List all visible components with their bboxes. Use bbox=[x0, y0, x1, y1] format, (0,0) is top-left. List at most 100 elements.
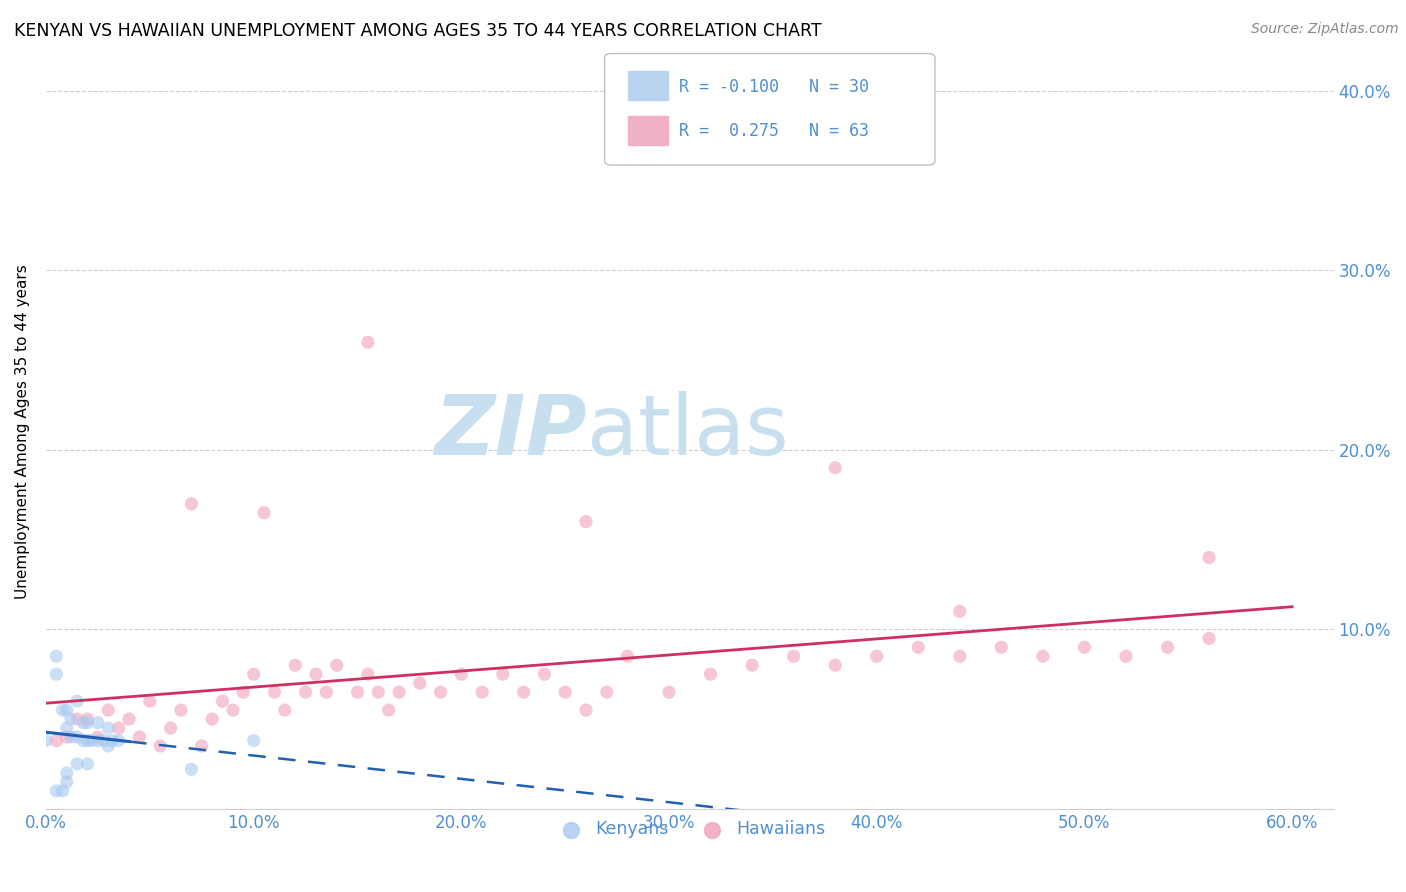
Point bbox=[616, 649, 638, 664]
Point bbox=[66, 730, 89, 744]
Point bbox=[949, 649, 972, 664]
Point bbox=[450, 667, 472, 681]
Point bbox=[907, 640, 929, 655]
Point bbox=[66, 694, 89, 708]
Point bbox=[492, 667, 515, 681]
Point bbox=[949, 604, 972, 618]
Point bbox=[284, 658, 307, 673]
Point bbox=[55, 703, 77, 717]
Point bbox=[596, 685, 619, 699]
Point bbox=[139, 694, 162, 708]
Point bbox=[824, 658, 846, 673]
Legend: Kenyans, Hawaiians: Kenyans, Hawaiians bbox=[547, 814, 832, 846]
Point bbox=[1115, 649, 1137, 664]
Point bbox=[72, 733, 94, 747]
Point bbox=[315, 685, 337, 699]
Text: KENYAN VS HAWAIIAN UNEMPLOYMENT AMONG AGES 35 TO 44 YEARS CORRELATION CHART: KENYAN VS HAWAIIAN UNEMPLOYMENT AMONG AG… bbox=[14, 22, 821, 40]
Point bbox=[1156, 640, 1178, 655]
Point bbox=[118, 712, 141, 726]
Point bbox=[377, 703, 399, 717]
Point bbox=[87, 715, 110, 730]
Point bbox=[149, 739, 172, 753]
Point bbox=[45, 649, 67, 664]
Point bbox=[294, 685, 316, 699]
Point bbox=[107, 721, 129, 735]
Point bbox=[59, 712, 82, 726]
Point bbox=[55, 721, 77, 735]
Point bbox=[87, 730, 110, 744]
Point bbox=[741, 658, 763, 673]
Point bbox=[1032, 649, 1054, 664]
Point bbox=[1198, 632, 1220, 646]
Point bbox=[232, 685, 254, 699]
Point bbox=[97, 703, 120, 717]
Point bbox=[45, 667, 67, 681]
Point bbox=[170, 703, 193, 717]
Point bbox=[55, 730, 77, 744]
Point bbox=[76, 756, 98, 771]
Point bbox=[263, 685, 285, 699]
Point bbox=[93, 733, 115, 747]
Point bbox=[699, 667, 721, 681]
Point bbox=[45, 784, 67, 798]
Text: Source: ZipAtlas.com: Source: ZipAtlas.com bbox=[1251, 22, 1399, 37]
Point bbox=[97, 739, 120, 753]
Point bbox=[66, 712, 89, 726]
Point bbox=[76, 715, 98, 730]
Point bbox=[357, 335, 380, 350]
Point bbox=[242, 733, 264, 747]
Point bbox=[107, 733, 129, 747]
Point bbox=[824, 460, 846, 475]
Point bbox=[101, 733, 124, 747]
Point bbox=[190, 739, 212, 753]
Point bbox=[274, 703, 297, 717]
Point bbox=[222, 703, 245, 717]
Point bbox=[45, 733, 67, 747]
Point bbox=[180, 762, 202, 776]
Point bbox=[575, 703, 598, 717]
Point bbox=[52, 703, 75, 717]
Point bbox=[990, 640, 1012, 655]
Point bbox=[388, 685, 411, 699]
Point bbox=[429, 685, 451, 699]
Point bbox=[55, 775, 77, 789]
Point bbox=[367, 685, 389, 699]
Point bbox=[1073, 640, 1095, 655]
Point bbox=[658, 685, 681, 699]
Y-axis label: Unemployment Among Ages 35 to 44 years: Unemployment Among Ages 35 to 44 years bbox=[15, 265, 30, 599]
Point bbox=[180, 497, 202, 511]
Point bbox=[471, 685, 494, 699]
Point bbox=[554, 685, 576, 699]
Point bbox=[575, 515, 598, 529]
Point bbox=[59, 730, 82, 744]
Point bbox=[76, 733, 98, 747]
Point bbox=[97, 721, 120, 735]
Point bbox=[55, 765, 77, 780]
Point bbox=[512, 685, 534, 699]
Point bbox=[782, 649, 804, 664]
Point bbox=[76, 712, 98, 726]
Point bbox=[66, 756, 89, 771]
Point bbox=[346, 685, 368, 699]
Point bbox=[533, 667, 555, 681]
Point bbox=[201, 712, 224, 726]
Point bbox=[72, 715, 94, 730]
Point bbox=[305, 667, 328, 681]
Point bbox=[1198, 550, 1220, 565]
Point bbox=[35, 733, 58, 747]
Text: ZIP: ZIP bbox=[434, 392, 586, 473]
Point bbox=[253, 506, 276, 520]
Point bbox=[409, 676, 432, 690]
Text: atlas: atlas bbox=[586, 392, 789, 473]
Point bbox=[866, 649, 889, 664]
Point bbox=[87, 733, 110, 747]
Point bbox=[211, 694, 233, 708]
Text: R =  0.275   N = 63: R = 0.275 N = 63 bbox=[679, 122, 869, 140]
Point bbox=[325, 658, 347, 673]
Point bbox=[242, 667, 264, 681]
Point bbox=[357, 667, 380, 681]
Text: R = -0.100   N = 30: R = -0.100 N = 30 bbox=[679, 78, 869, 95]
Point bbox=[159, 721, 181, 735]
Point bbox=[80, 733, 103, 747]
Point bbox=[52, 784, 75, 798]
